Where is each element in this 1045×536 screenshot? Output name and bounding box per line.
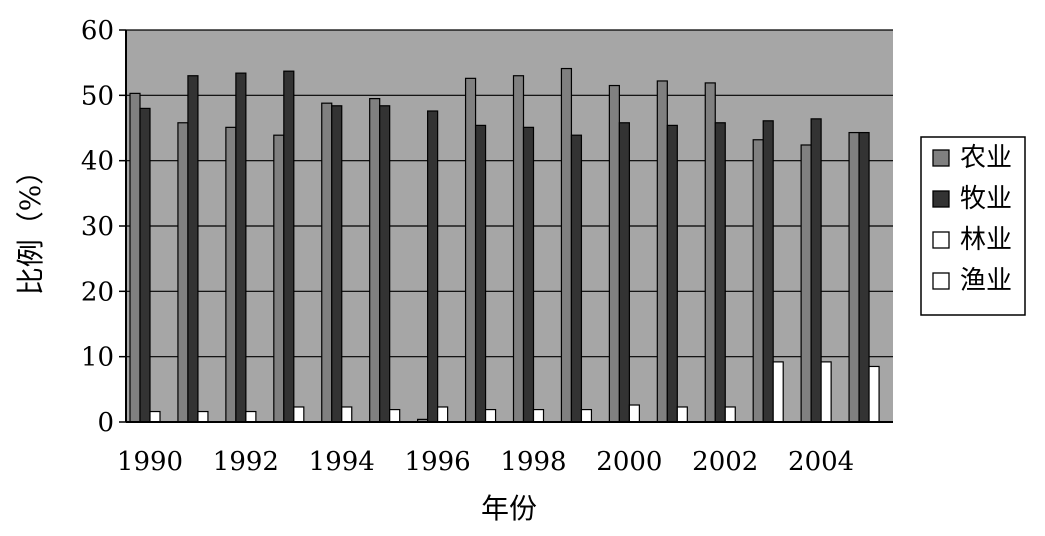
bar — [512, 75, 525, 423]
bar — [704, 82, 716, 423]
bar — [331, 105, 343, 423]
legend-swatch — [932, 231, 950, 249]
x-tick-label: 2000 — [596, 447, 662, 477]
bar — [235, 72, 247, 423]
x-tick-label: 1998 — [500, 447, 566, 477]
y-tick-label: 20 — [81, 277, 114, 307]
bar — [225, 126, 237, 423]
bar — [149, 410, 161, 423]
x-tick-label: 2004 — [788, 447, 854, 477]
x-axis-title: 年份 — [481, 492, 537, 525]
x-tick-label: 1994 — [309, 447, 375, 477]
bar — [820, 361, 832, 423]
y-tick-label: 30 — [81, 212, 114, 242]
bar — [714, 122, 726, 423]
legend-label: 牧业 — [960, 184, 1012, 214]
bars — [129, 67, 880, 423]
legend-swatch — [932, 190, 950, 208]
bar — [522, 126, 535, 423]
y-tick-label: 0 — [97, 408, 114, 438]
x-tick-label: 1996 — [405, 447, 471, 477]
bar — [273, 134, 285, 423]
y-tick-label: 60 — [81, 16, 114, 46]
bar — [570, 134, 583, 423]
bar — [389, 408, 401, 423]
bar — [139, 107, 151, 423]
bar — [618, 122, 630, 423]
legend-swatch — [932, 272, 950, 290]
x-tick-label: 2002 — [692, 447, 758, 477]
bar — [379, 105, 391, 423]
x-tick-label: 1992 — [213, 447, 279, 477]
bar — [762, 120, 774, 423]
y-tick-label: 50 — [81, 81, 114, 111]
y-axis-ticks: 0 10 20 30 40 50 60 — [81, 16, 126, 438]
bar — [608, 84, 620, 423]
bar — [810, 118, 822, 423]
legend-label: 林业 — [960, 225, 1012, 255]
bar — [628, 404, 640, 423]
y-tick-label: 40 — [81, 147, 114, 177]
legend-swatch — [932, 149, 950, 167]
bar — [580, 408, 593, 423]
bar — [427, 110, 439, 423]
bar — [800, 144, 812, 423]
bar — [858, 131, 870, 423]
bar — [676, 406, 688, 423]
legend-label: 农业 — [960, 143, 1012, 173]
bar — [560, 67, 573, 423]
legend-label: 渔业 — [960, 266, 1012, 296]
bar — [177, 122, 189, 423]
bar — [341, 406, 353, 423]
y-axis-title: 比例（%） — [14, 157, 47, 296]
bar — [532, 408, 545, 423]
gridlines — [126, 29, 893, 358]
x-tick-label: 1990 — [117, 447, 183, 477]
bar — [245, 410, 257, 423]
bar — [197, 410, 209, 423]
bar — [474, 124, 487, 423]
bar — [321, 102, 333, 423]
bar — [484, 408, 497, 423]
bar — [724, 406, 736, 423]
bar — [656, 80, 668, 423]
bar — [437, 406, 449, 423]
bar — [752, 139, 764, 423]
bar — [666, 124, 678, 423]
bar — [129, 92, 141, 423]
bar — [464, 77, 477, 423]
bar — [369, 97, 381, 423]
bar — [848, 131, 860, 423]
x-axis-ticks: 1990 1992 1994 1996 1998 2000 2002 2004 — [117, 447, 854, 477]
bar — [187, 75, 199, 423]
bar — [772, 361, 784, 423]
y-tick-label: 10 — [81, 343, 114, 373]
bar — [283, 70, 295, 423]
bar — [293, 406, 305, 423]
bar — [868, 365, 880, 423]
